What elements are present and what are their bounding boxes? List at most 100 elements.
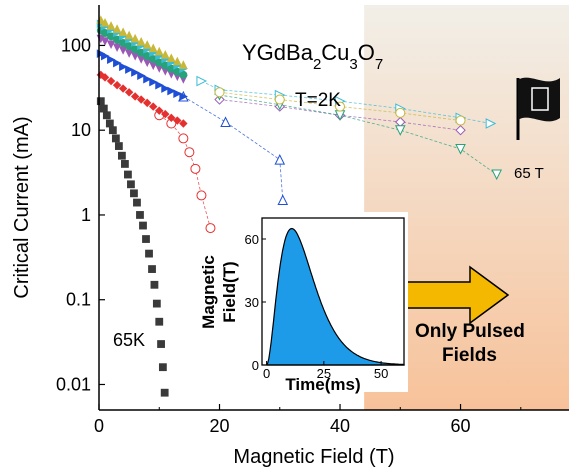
pulsed-line-2 — [183, 96, 284, 201]
dc-point-0-8 — [121, 160, 129, 168]
dc-point-1-9 — [149, 102, 158, 111]
dc-point-1-11 — [161, 109, 170, 119]
compound-element: O — [358, 40, 375, 65]
pulsed-point-1-3 — [184, 147, 195, 158]
dc-point-3-3 — [112, 43, 122, 52]
pulsed-point-1-6 — [205, 223, 216, 234]
dc-point-0-2 — [102, 111, 111, 120]
compound-element: Cu — [321, 40, 349, 65]
x-tick-label-2: 40 — [330, 416, 350, 436]
dc-point-6-14 — [179, 60, 188, 69]
dc-point-0-22 — [158, 363, 167, 372]
pulsed-point-5-6 — [485, 118, 497, 129]
dc-point-1-14 — [179, 119, 188, 128]
flag-cloth — [518, 77, 560, 122]
pulsed-point-6-1 — [274, 94, 285, 105]
dc-point-6-8 — [142, 40, 152, 49]
dc-point-2-11 — [161, 84, 170, 93]
inset-y-tick-label-0: 0 — [252, 358, 259, 373]
pulsed-point-5-0 — [196, 75, 208, 87]
pulsed-point-6-3 — [395, 107, 406, 118]
y-axis-title: Critical Current (mA) — [11, 116, 33, 298]
dc-point-0-16 — [145, 249, 153, 258]
dc-point-2-4 — [119, 62, 128, 72]
dc-point-2-7 — [137, 71, 146, 80]
dc-point-1-5 — [124, 88, 134, 97]
inset-chart: 0 25 50 0 30 60 Time(ms) Magnetic Field(T) — [199, 212, 408, 394]
dc-point-0-19 — [152, 299, 161, 308]
inset-x-tick-label-2: 50 — [374, 366, 388, 381]
dc-point-3-2 — [106, 40, 116, 49]
dc-point-0-9 — [124, 170, 132, 179]
pulsed-point-4-4 — [455, 144, 466, 155]
compound-subscript: 2 — [313, 56, 321, 73]
dc-point-6-7 — [136, 36, 146, 46]
dc-point-6-10 — [154, 46, 164, 56]
flag-emblem — [531, 87, 549, 111]
series-65k-label: 65K — [113, 330, 145, 350]
x-axis-title: Magnetic Field (T) — [233, 446, 394, 468]
dc-point-1-10 — [155, 106, 164, 115]
dc-point-1-2 — [106, 76, 116, 86]
dc-point-4-14 — [179, 70, 188, 79]
dc-point-6-4 — [118, 27, 128, 37]
dc-point-3-1 — [100, 37, 110, 46]
dc-point-0-17 — [148, 265, 156, 273]
pulsed-line-1 — [159, 114, 211, 229]
dc-point-0-14 — [139, 221, 147, 230]
x-tick-label-1: 20 — [209, 416, 229, 436]
dc-point-2-2 — [107, 55, 116, 64]
pulsed-point-2-2 — [274, 153, 286, 165]
dc-point-6-5 — [124, 30, 134, 40]
pulsed-point-6-4 — [455, 115, 466, 126]
series-0 — [96, 97, 169, 397]
inset-x-tick-label-1: 25 — [317, 366, 331, 381]
dc-point-0-20 — [155, 317, 164, 326]
dc-point-6-6 — [130, 33, 140, 43]
pulsed-point-4-5 — [491, 169, 503, 181]
dc-point-2-1 — [101, 51, 110, 61]
inset-y-title-line2: Field(T) — [220, 261, 239, 322]
dc-point-0-3 — [105, 119, 114, 128]
dc-point-0-7 — [117, 151, 126, 160]
inset-frame — [261, 217, 405, 366]
dc-point-2-6 — [131, 68, 140, 77]
dc-point-1-7 — [136, 95, 146, 104]
dc-point-1-3 — [112, 80, 122, 90]
dc-point-6-13 — [173, 56, 182, 66]
dc-point-0-10 — [127, 180, 135, 189]
pulsed-point-6-2 — [335, 101, 346, 112]
pulsed-point-1-4 — [190, 163, 201, 174]
dc-point-0-11 — [130, 189, 138, 198]
temperature-label: T=2K — [295, 90, 341, 111]
dc-point-1-13 — [173, 116, 182, 125]
dc-point-6-1 — [100, 17, 110, 27]
pulsed-field-flag — [516, 77, 560, 140]
pulsed-point-1-5 — [196, 190, 207, 201]
inset-y-tick-label-2: 60 — [245, 232, 259, 247]
inset-x-title: Time(ms) — [285, 375, 360, 394]
inset-y-title-line1: Magnetic — [199, 255, 218, 329]
dc-point-0-13 — [136, 211, 144, 219]
y-tick-label-2: 1 — [81, 205, 91, 225]
dc-point-2-9 — [149, 77, 158, 87]
pulsed-label-line2: Fields — [442, 345, 497, 366]
dc-point-2-14 — [179, 92, 188, 101]
dc-point-2-12 — [167, 86, 176, 96]
pulsed-point-2-3 — [277, 194, 289, 206]
pulsed-line-4 — [219, 94, 497, 175]
y-tick-label-3: 10 — [71, 120, 91, 140]
dc-point-0-6 — [114, 142, 123, 150]
dc-point-1-12 — [167, 113, 176, 123]
dc-point-6-2 — [106, 21, 116, 30]
dc-point-0-5 — [111, 134, 120, 143]
dc-point-2-3 — [113, 58, 122, 68]
x-tick-label-3: 60 — [451, 416, 471, 436]
dc-point-2-5 — [125, 65, 134, 74]
inset-x-tick-label-0: 0 — [263, 366, 270, 381]
dc-point-6-11 — [160, 49, 170, 59]
dc-point-1-6 — [130, 92, 140, 101]
pulsed-label-line1: Only Pulsed — [415, 321, 525, 342]
compound-subscript: 3 — [349, 56, 357, 73]
